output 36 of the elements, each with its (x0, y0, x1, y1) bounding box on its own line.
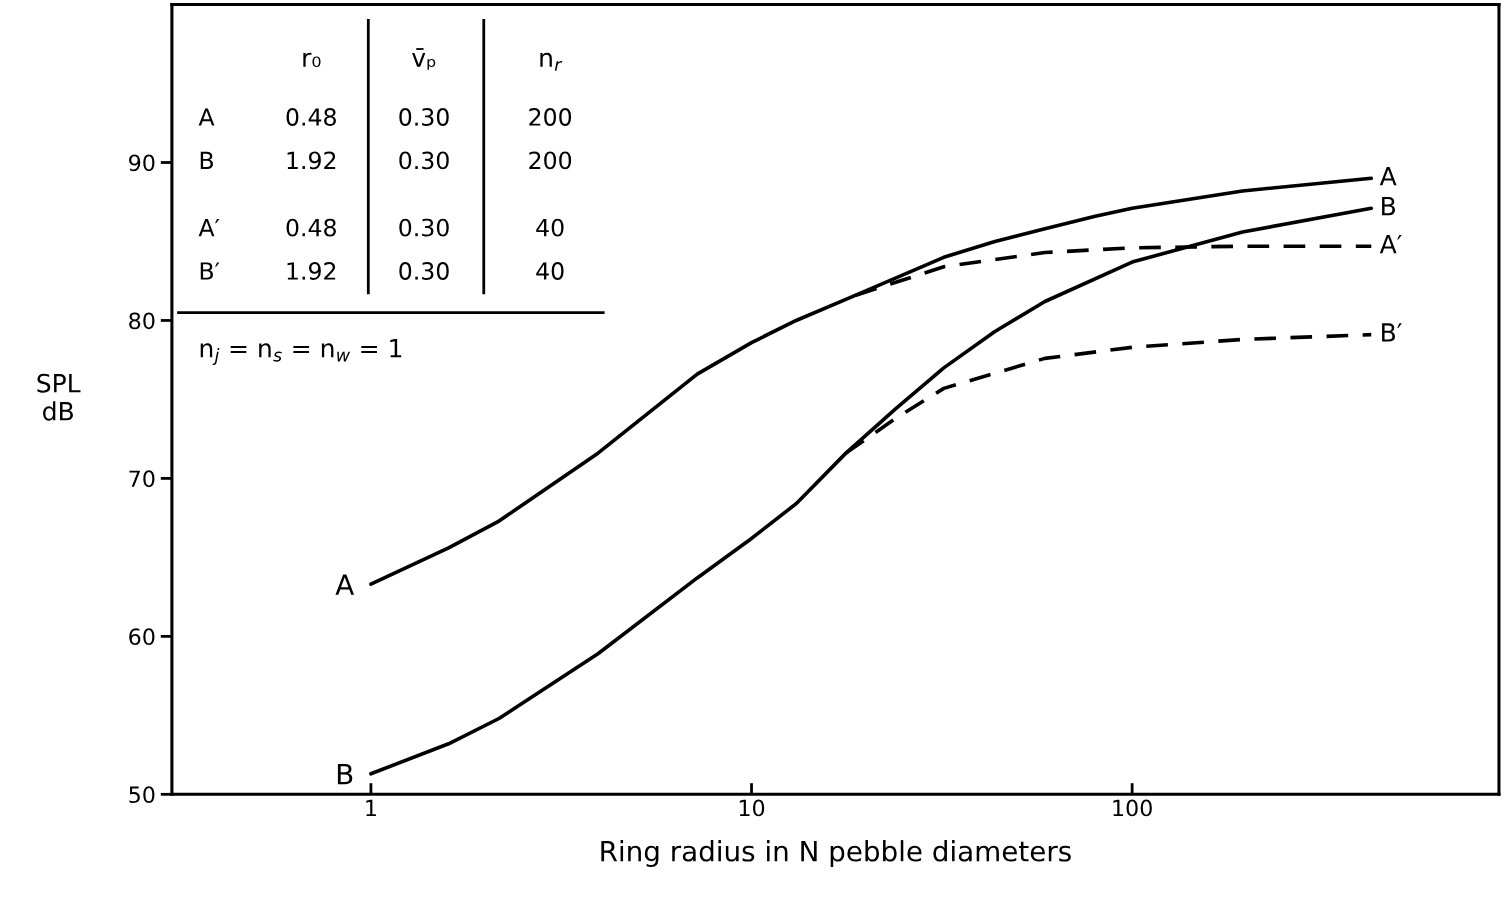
y-axis-title: SPL dB (37, 373, 81, 421)
y-tick-label: 50 (129, 786, 155, 804)
annotation: 0.48 (286, 108, 336, 126)
annotation: v̄ₚ (412, 48, 436, 70)
annotation: 200 (529, 151, 572, 170)
x-tick-label: 10 (739, 799, 765, 817)
annotation: r₀ (303, 52, 321, 68)
annotation: A (335, 574, 355, 595)
annotation: B′ (200, 262, 220, 280)
series-label: B′ (1382, 323, 1402, 342)
annotation: 40 (536, 218, 564, 237)
annotation: 0.30 (399, 108, 449, 126)
x-tick-label: 100 (1113, 799, 1152, 817)
x-axis-title: Ring radius in N pebble diameters (601, 840, 1071, 868)
annotation: 0.30 (399, 218, 449, 237)
annotation: n$_{r}$ (540, 52, 563, 71)
annotation: B (337, 763, 353, 785)
series-label: A′ (1379, 234, 1402, 254)
y-tick-label: 70 (129, 470, 155, 488)
y-tick-label: 60 (129, 628, 155, 646)
annotation: 1.92 (287, 151, 336, 170)
annotation: n$_{j}$ = n$_{s}$ = n$_{w}$ = 1 (200, 339, 402, 366)
y-tick-label: 90 (129, 154, 155, 172)
annotation: 0.48 (286, 218, 336, 237)
annotation: B (200, 151, 213, 170)
y-tick-label: 80 (129, 312, 155, 330)
annotation: 0.30 (399, 151, 449, 170)
annotation: A (198, 108, 215, 126)
annotation: 40 (536, 262, 564, 280)
series-label: B (1382, 196, 1396, 216)
annotation: A′ (198, 218, 220, 237)
x-tick-label: 1 (366, 799, 376, 817)
series-label: A (1379, 166, 1397, 186)
annotation: 200 (529, 108, 572, 126)
annotation: 1.92 (287, 262, 336, 280)
annotation: 0.30 (399, 262, 449, 280)
